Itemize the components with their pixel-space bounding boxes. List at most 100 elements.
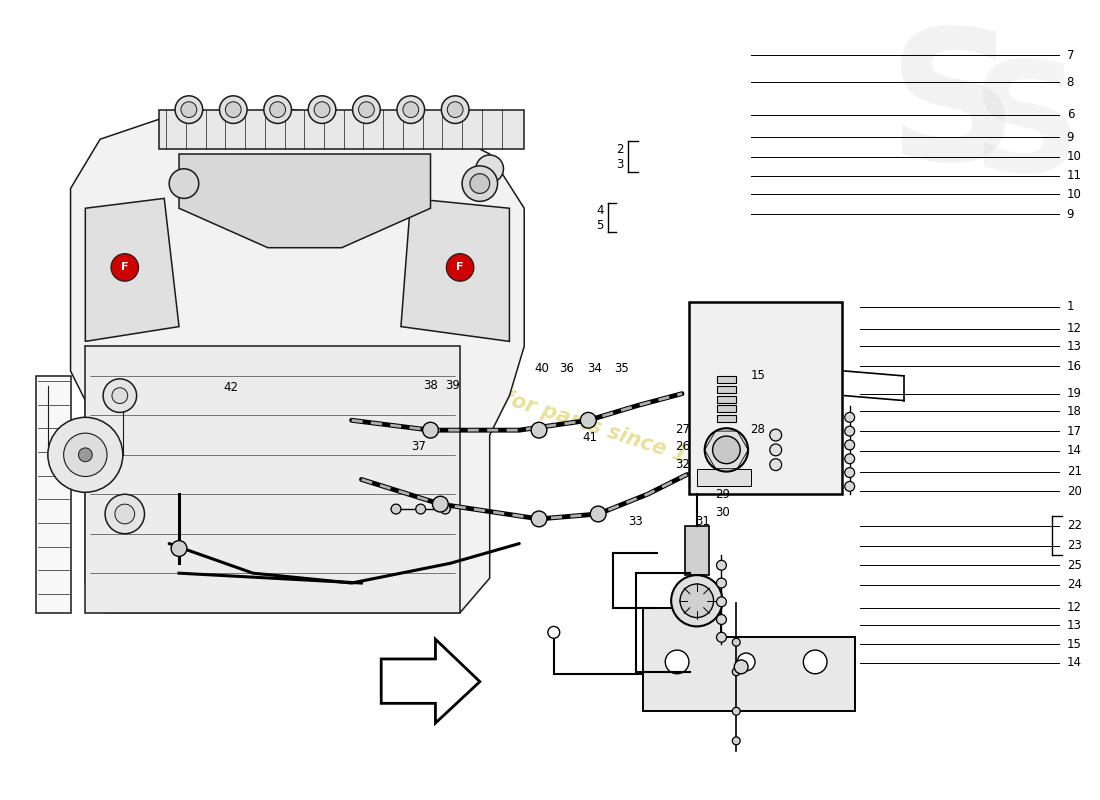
Circle shape bbox=[680, 584, 714, 618]
Circle shape bbox=[182, 102, 197, 118]
Text: 42: 42 bbox=[223, 382, 239, 394]
Polygon shape bbox=[642, 608, 855, 711]
Bar bbox=[716, 406, 736, 413]
Text: 17: 17 bbox=[1067, 425, 1081, 438]
Circle shape bbox=[581, 413, 596, 428]
Text: 15: 15 bbox=[750, 370, 766, 382]
Circle shape bbox=[114, 504, 134, 524]
Bar bbox=[689, 302, 842, 494]
Text: 32: 32 bbox=[675, 458, 691, 471]
Circle shape bbox=[531, 422, 547, 438]
Text: a passion for parts since 1985: a passion for parts since 1985 bbox=[387, 351, 730, 480]
Circle shape bbox=[531, 511, 547, 527]
Text: 12: 12 bbox=[1067, 322, 1081, 335]
Circle shape bbox=[359, 102, 374, 118]
Text: F: F bbox=[121, 262, 129, 273]
Text: S: S bbox=[972, 55, 1082, 204]
Text: 26: 26 bbox=[675, 441, 691, 454]
Text: 41: 41 bbox=[583, 430, 597, 443]
Text: 11: 11 bbox=[1067, 170, 1081, 182]
Text: 24: 24 bbox=[1067, 578, 1081, 591]
Bar bbox=[696, 469, 751, 486]
Text: 7: 7 bbox=[1067, 49, 1074, 62]
Text: 4: 4 bbox=[596, 204, 604, 217]
Text: 9: 9 bbox=[1067, 208, 1074, 221]
Circle shape bbox=[112, 388, 128, 403]
Circle shape bbox=[78, 448, 92, 462]
Text: 28: 28 bbox=[750, 422, 766, 436]
Circle shape bbox=[733, 707, 740, 715]
Polygon shape bbox=[70, 110, 525, 613]
Circle shape bbox=[737, 653, 755, 671]
Circle shape bbox=[735, 660, 748, 674]
Circle shape bbox=[448, 102, 463, 118]
Text: 8: 8 bbox=[1067, 75, 1074, 89]
Circle shape bbox=[422, 422, 439, 438]
Text: 5: 5 bbox=[596, 218, 604, 231]
Text: 25: 25 bbox=[1067, 558, 1081, 572]
Circle shape bbox=[845, 426, 855, 436]
Text: 1: 1 bbox=[1067, 300, 1074, 314]
Text: 31: 31 bbox=[695, 515, 711, 528]
Polygon shape bbox=[160, 110, 525, 149]
Polygon shape bbox=[400, 198, 509, 342]
Text: 6: 6 bbox=[1067, 108, 1074, 121]
Circle shape bbox=[416, 504, 426, 514]
Text: 36: 36 bbox=[559, 362, 574, 374]
Circle shape bbox=[770, 444, 782, 456]
Text: 20: 20 bbox=[1067, 485, 1081, 498]
Circle shape bbox=[845, 468, 855, 478]
Text: 23: 23 bbox=[1067, 539, 1081, 552]
Circle shape bbox=[111, 254, 139, 282]
Circle shape bbox=[476, 155, 504, 182]
Text: F: F bbox=[456, 262, 464, 273]
Circle shape bbox=[270, 102, 286, 118]
Text: 34: 34 bbox=[586, 362, 602, 374]
Circle shape bbox=[716, 578, 726, 588]
Circle shape bbox=[226, 102, 241, 118]
Circle shape bbox=[548, 626, 560, 638]
Circle shape bbox=[716, 560, 726, 570]
Circle shape bbox=[403, 102, 419, 118]
Text: S: S bbox=[888, 22, 1019, 198]
Text: 12: 12 bbox=[1067, 601, 1081, 614]
Text: 22: 22 bbox=[1067, 519, 1081, 532]
Circle shape bbox=[462, 166, 497, 202]
Bar bbox=[716, 386, 736, 393]
Text: 30: 30 bbox=[715, 506, 729, 518]
Circle shape bbox=[172, 541, 187, 556]
Text: 9: 9 bbox=[1067, 130, 1074, 144]
Circle shape bbox=[666, 650, 689, 674]
Text: 16: 16 bbox=[1067, 359, 1081, 373]
Text: 15: 15 bbox=[1067, 638, 1081, 650]
Text: 3: 3 bbox=[616, 158, 624, 171]
Text: 14: 14 bbox=[1067, 657, 1081, 670]
Polygon shape bbox=[36, 376, 70, 613]
Polygon shape bbox=[86, 346, 460, 613]
Text: 18: 18 bbox=[1067, 405, 1081, 418]
Circle shape bbox=[770, 429, 782, 441]
Circle shape bbox=[315, 102, 330, 118]
Circle shape bbox=[733, 737, 740, 745]
Circle shape bbox=[169, 169, 199, 198]
Bar bbox=[685, 526, 708, 575]
Text: 37: 37 bbox=[411, 441, 426, 454]
Circle shape bbox=[716, 614, 726, 625]
Bar bbox=[716, 415, 736, 422]
Circle shape bbox=[432, 496, 449, 512]
Circle shape bbox=[220, 96, 248, 123]
Circle shape bbox=[733, 668, 740, 676]
Text: 2: 2 bbox=[616, 142, 624, 155]
Text: 10: 10 bbox=[1067, 188, 1081, 201]
Text: 10: 10 bbox=[1067, 150, 1081, 163]
Circle shape bbox=[397, 96, 425, 123]
Circle shape bbox=[770, 458, 782, 470]
Circle shape bbox=[440, 504, 450, 514]
Circle shape bbox=[392, 504, 400, 514]
Circle shape bbox=[175, 96, 202, 123]
Circle shape bbox=[671, 575, 723, 626]
Text: 21: 21 bbox=[1067, 465, 1081, 478]
Circle shape bbox=[845, 413, 855, 422]
Circle shape bbox=[716, 597, 726, 606]
Circle shape bbox=[845, 482, 855, 491]
